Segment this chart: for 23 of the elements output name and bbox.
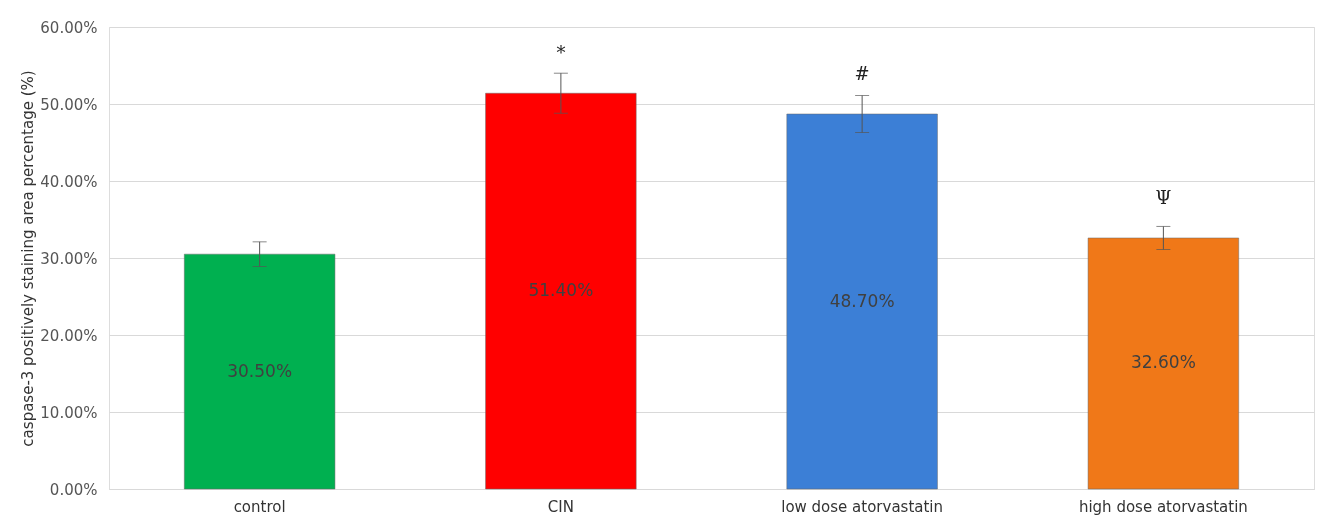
annotation: Ψ — [1155, 186, 1172, 208]
y-tick-label: 30.00% — [40, 249, 98, 268]
bar — [786, 113, 938, 490]
y-tick-label: 60.00% — [40, 18, 98, 37]
bar — [485, 92, 637, 490]
y-tick-label: 10.00% — [40, 403, 98, 422]
bar — [1087, 237, 1239, 490]
y-tick-label: 50.00% — [40, 95, 98, 114]
data-label: 30.50% — [227, 360, 293, 381]
y-tick-label: 0.00% — [49, 480, 98, 499]
y-tick-label: 20.00% — [40, 326, 98, 345]
y-axis-title: caspase-3 positively staining area percentage (%) — [19, 70, 38, 447]
data-label: 32.60% — [1130, 352, 1196, 373]
x-tick-label: control — [233, 497, 286, 516]
x-tick-label: CIN — [547, 497, 574, 516]
annotation: * — [556, 42, 566, 64]
annotation: # — [854, 63, 870, 85]
x-tick-label: low dose atorvastatin — [781, 497, 944, 516]
data-label: 51.40% — [528, 280, 594, 301]
bar — [184, 253, 336, 490]
x-tick-label: high dose atorvastatin — [1078, 497, 1248, 516]
y-tick-label: 40.00% — [40, 172, 98, 191]
data-label: 48.70% — [829, 290, 895, 311]
